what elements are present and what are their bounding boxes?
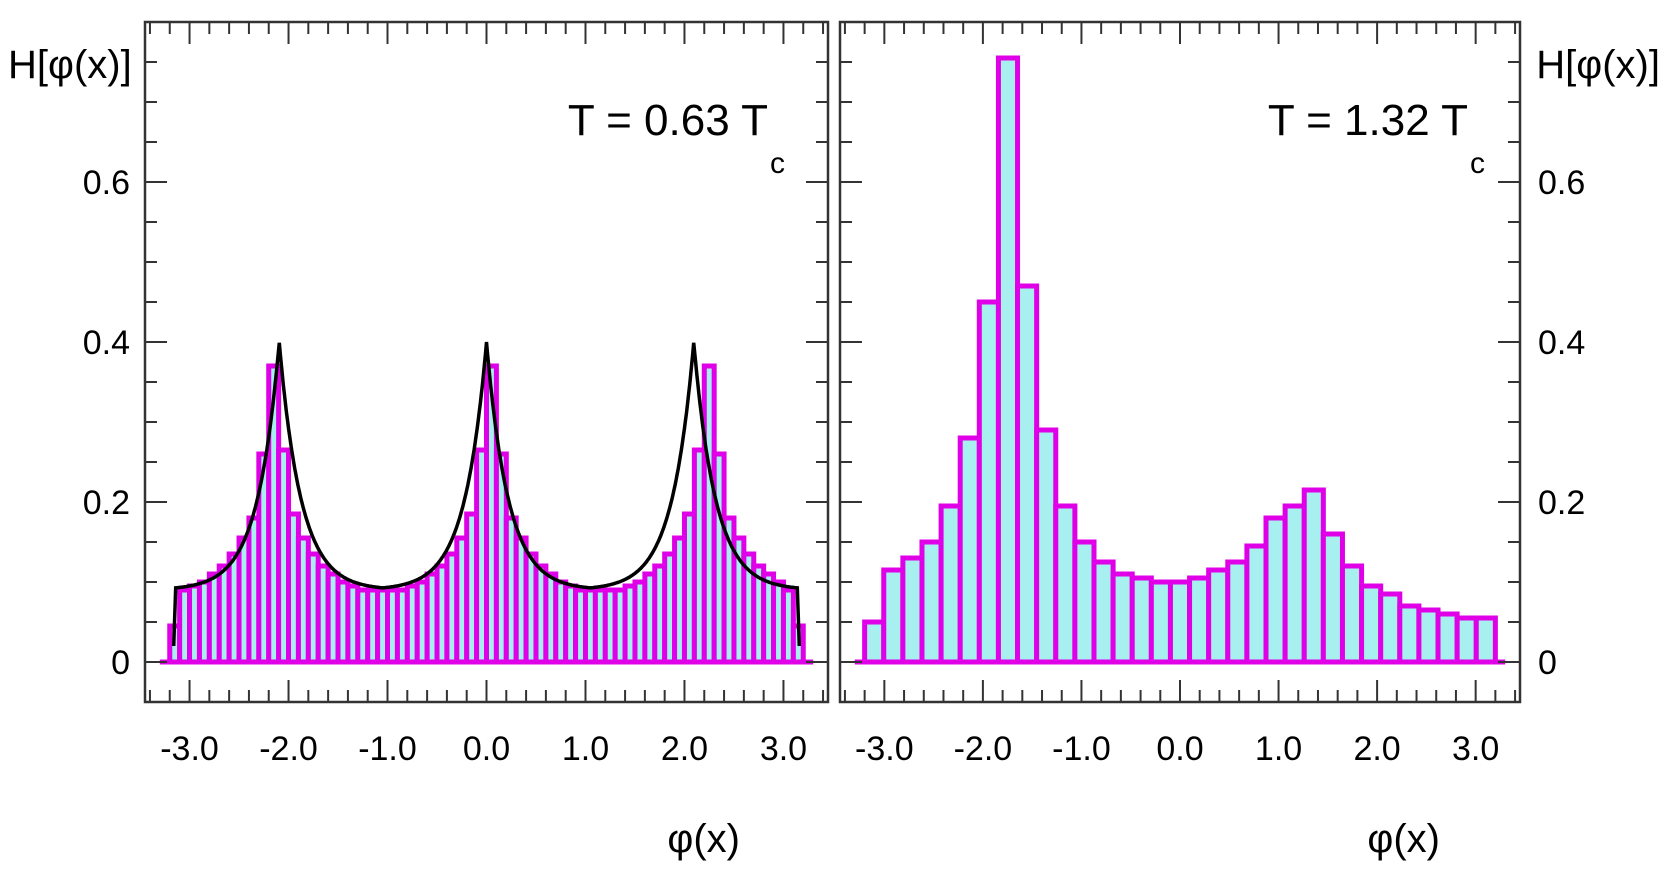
right-bar — [995, 55, 1021, 665]
x-tick-label: 3.0 — [760, 730, 807, 768]
right-panel: -3.0 -2.0 -1.0 0.0 1.0 2.0 3.0 0 0.2 0.4 0.6 H[φ(x)… — [838, 20, 1660, 861]
x-tick-label: 2.0 — [661, 730, 708, 768]
right-bar — [1244, 543, 1269, 665]
x-tick-label: 3.0 — [1452, 730, 1499, 768]
x-tick-label: 1.0 — [1255, 730, 1302, 768]
left-xlabel: φ(x) — [667, 817, 740, 861]
right-bar — [1435, 611, 1460, 665]
x-tick-label: -2.0 — [259, 730, 318, 768]
x-tick-label: 1.0 — [562, 730, 609, 768]
right-bar — [1206, 567, 1231, 665]
right-bar — [1473, 615, 1498, 665]
right-bar — [938, 503, 963, 665]
right-bar — [1263, 515, 1288, 665]
x-tick-label: -2.0 — [954, 730, 1013, 768]
x-tick-label: -3.0 — [160, 730, 219, 768]
right-bar — [1015, 283, 1040, 665]
right-bar — [862, 619, 887, 665]
right-bar — [1053, 503, 1078, 665]
right-bar — [1301, 487, 1326, 665]
right-bar — [1320, 531, 1345, 665]
right-bar — [1416, 607, 1441, 665]
right-temperature-annotation: T = 1.32 T — [1268, 96, 1468, 145]
right-bar — [957, 435, 982, 665]
right-bar — [881, 567, 906, 665]
right-bar — [1110, 571, 1135, 665]
right-bar — [1339, 563, 1365, 665]
right-bar — [919, 539, 944, 665]
right-xlabel: φ(x) — [1367, 817, 1440, 861]
right-ylabel: H[φ(x)] — [1536, 43, 1660, 87]
right-bar — [1034, 427, 1059, 665]
y-tick-label: 0.4 — [83, 324, 130, 362]
y-tick-label: 0.6 — [83, 164, 130, 202]
left-ylabel: H[φ(x)] — [8, 43, 132, 87]
right-bar — [1167, 579, 1193, 665]
right-bar — [1129, 575, 1154, 665]
right-temperature-subscript: c — [1470, 147, 1485, 180]
right-bar — [976, 299, 1001, 665]
right-bar — [900, 555, 925, 665]
right-bar — [1397, 603, 1422, 665]
x-tick-label: -3.0 — [855, 730, 914, 768]
right-bar — [1187, 575, 1212, 665]
x-tick-label: -1.0 — [358, 730, 417, 768]
right-bar — [1378, 591, 1403, 665]
left-temperature-annotation: T = 0.63 T — [568, 96, 768, 145]
right-bar — [1072, 539, 1097, 665]
x-tick-label: 0.0 — [463, 730, 510, 768]
x-tick-label: 2.0 — [1353, 730, 1400, 768]
x-tick-label: 0.0 — [1156, 730, 1203, 768]
y-tick-label: 0.4 — [1538, 324, 1585, 362]
y-tick-label: 0.2 — [83, 484, 130, 522]
right-bar — [1359, 583, 1384, 665]
left-panel: -3.0 -2.0 -1.0 0.0 1.0 2.0 3.0 0 0.2 0.4 0.6 H[φ(x)… — [8, 20, 830, 861]
y-tick-label: 0.2 — [1538, 484, 1585, 522]
y-tick-label: 0 — [1538, 644, 1557, 682]
y-tick-label: 0.6 — [1538, 164, 1585, 202]
fit-curve — [171, 341, 802, 647]
right-bar — [1454, 615, 1479, 665]
y-tick-label: 0 — [111, 644, 130, 682]
right-bar — [1091, 559, 1116, 665]
right-bar — [1225, 559, 1250, 665]
left-temperature-subscript: c — [770, 147, 785, 180]
right-bar — [1282, 503, 1307, 665]
right-bar — [1148, 579, 1173, 665]
x-tick-label: -1.0 — [1052, 730, 1111, 768]
